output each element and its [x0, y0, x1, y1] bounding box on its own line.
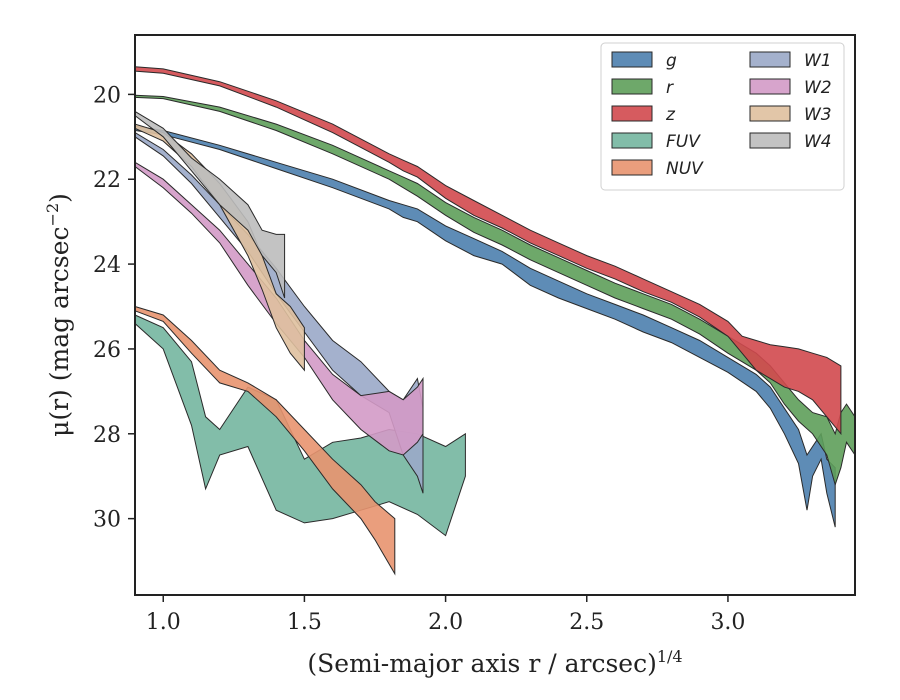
legend-swatch-z — [611, 105, 653, 122]
band-g — [134, 125, 836, 528]
y-tick-label: 30 — [93, 508, 121, 533]
legend-label-g: g — [666, 51, 677, 71]
legend-swatch-nuv — [611, 159, 653, 176]
legend-swatch-w2 — [749, 78, 791, 95]
x-tick-label: 1.0 — [146, 610, 181, 635]
legend-label-w1: W1 — [804, 51, 832, 71]
x-tick-label: 2.5 — [569, 610, 604, 635]
legend-swatch-fuv — [611, 132, 653, 149]
x-tick-label: 1.5 — [287, 610, 322, 635]
y-tick-label: 24 — [93, 253, 121, 278]
y-tick-label: 20 — [93, 83, 121, 108]
legend-swatch-w4 — [749, 132, 791, 149]
legend-label-fuv: FUV — [666, 132, 701, 152]
legend-swatch-w3 — [749, 105, 791, 122]
band-z — [134, 66, 842, 436]
x-tick-label: 2.0 — [428, 610, 463, 635]
band-fuv — [134, 314, 466, 537]
band-w4 — [134, 110, 286, 299]
legend-label-r: r — [666, 78, 674, 98]
legend-label-w2: W2 — [804, 78, 832, 98]
plot-frame — [134, 34, 856, 596]
legend-label-nuv: NUV — [666, 159, 704, 179]
y-axis-ticks: 20 22 24 26 28 30 — [93, 83, 135, 533]
legend: grz FUV NUV W1 W2 W3 W4 — [600, 42, 845, 191]
legend-label-w3: W3 — [804, 105, 832, 125]
x-axis-ticks: 1.0 1.5 2.0 2.5 3.0 — [146, 595, 745, 635]
y-tick-label: 22 — [93, 168, 121, 193]
y-tick-label: 28 — [93, 423, 121, 448]
band-nuv — [134, 305, 396, 576]
x-axis-label: (Semi-major axis r / arcsec)1/4 — [307, 647, 682, 678]
y-tick-label: 26 — [93, 338, 121, 363]
legend-swatch-w1 — [749, 51, 791, 68]
legend-label-w4: W4 — [804, 132, 832, 152]
x-tick-label: 3.0 — [710, 610, 745, 635]
legend-swatch-r — [611, 78, 653, 95]
legend-swatch-g — [611, 51, 653, 68]
legend-label-z: z — [665, 105, 676, 125]
profile-bands — [134, 66, 856, 576]
y-axis-label: μ(r) (mag arcsec−2) — [43, 193, 74, 437]
